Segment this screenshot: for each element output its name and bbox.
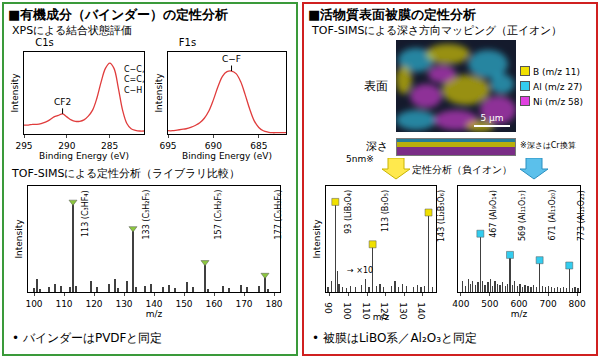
svg-text:113 (B₃O₅): 113 (B₃O₅) <box>381 190 390 232</box>
svg-text:170: 170 <box>235 299 252 309</box>
svg-text:690: 690 <box>205 141 222 151</box>
svg-text:Intensity: Intensity <box>312 219 322 259</box>
svg-text:93 (LiB₂O₄): 93 (LiB₂O₄) <box>344 190 353 234</box>
svg-text:695: 695 <box>159 141 176 151</box>
svg-text:180: 180 <box>265 299 282 309</box>
svg-text:100: 100 <box>342 302 352 319</box>
html-text:※深さはCr換算: ※深さはCr換算 <box>520 141 576 150</box>
svg-text:290: 290 <box>58 141 75 151</box>
svg-text:150: 150 <box>175 299 192 309</box>
svg-text:Binding Energy (eV): Binding Energy (eV) <box>39 151 129 161</box>
svg-text:600: 600 <box>510 299 527 309</box>
svg-text:Intensity: Intensity <box>10 73 20 113</box>
svg-text:569 (Al₁₁O₁₇): 569 (Al₁₁O₁₇) <box>518 190 527 241</box>
svg-text:177 (C₅H₃F₆): 177 (C₅H₃F₆) <box>274 190 283 240</box>
svg-text:295: 295 <box>15 141 32 151</box>
html-text:表面: 表面 <box>364 79 388 93</box>
svg-text:140: 140 <box>145 299 162 309</box>
svg-text:C−C,C=C,C−H: C−C,C=C,C−H <box>124 65 144 95</box>
svg-text:Binding Energy (eV): Binding Energy (eV) <box>182 151 272 161</box>
svg-text:160: 160 <box>205 299 222 309</box>
html-text:深さ: 深さ <box>366 140 388 153</box>
html-text:定性分析（負イオン）: 定性分析（負イオン） <box>412 164 512 175</box>
svg-text:157 (C₅H₂F₅): 157 (C₅H₂F₅) <box>214 190 223 240</box>
html-text:5nm※: 5nm※ <box>346 154 374 164</box>
svg-text:671 (Al₁₃O₂₀): 671 (Al₁₃O₂₀) <box>548 190 557 241</box>
html-text:TOF-SIMSによる深さ方向マッピング（正イオン）: TOF-SIMSによる深さ方向マッピング（正イオン） <box>312 24 563 37</box>
svg-text:140: 140 <box>416 302 426 319</box>
svg-text:773 (Al₁₅O₂₃): 773 (Al₁₅O₂₃) <box>577 190 586 241</box>
svg-text:Intensity: Intensity <box>14 219 24 259</box>
svg-text:685: 685 <box>250 141 267 151</box>
svg-text:100: 100 <box>25 299 42 309</box>
svg-text:110: 110 <box>361 302 371 319</box>
svg-text:C−F: C−F <box>222 54 241 64</box>
svg-text:m/z: m/z <box>373 312 390 322</box>
svg-text:Intensity: Intensity <box>154 73 164 113</box>
html-text:■活物質表面被膜の定性分析: ■活物質表面被膜の定性分析 <box>308 7 477 22</box>
svg-text:C1s: C1s <box>35 37 54 48</box>
svg-text:400: 400 <box>452 299 469 309</box>
svg-text:5 μm: 5 μm <box>480 113 503 123</box>
html-text:TOF-SIMSによる定性分析（ライブラリ比較）: TOF-SIMSによる定性分析（ライブラリ比較） <box>12 167 241 180</box>
svg-text:467 (Al₉O₁₄): 467 (Al₉O₁₄) <box>489 190 498 238</box>
svg-text:113 (C₃HF₄): 113 (C₃HF₄) <box>81 190 90 237</box>
svg-text:m/z: m/z <box>511 309 528 319</box>
html-text:■有機成分（バインダー）の定性分析: ■有機成分（バインダー）の定性分析 <box>8 7 229 22</box>
svg-text:m/z: m/z <box>146 309 163 319</box>
svg-text:120: 120 <box>379 302 389 319</box>
svg-text:CF2: CF2 <box>54 97 71 107</box>
html-text:Al (m/z 27): Al (m/z 27) <box>533 82 583 92</box>
svg-text:133 (C₃H₂F₅): 133 (C₃H₂F₅) <box>142 190 151 240</box>
svg-text:800: 800 <box>569 299 586 309</box>
svg-text:700: 700 <box>539 299 556 309</box>
svg-text:500: 500 <box>481 299 498 309</box>
svg-text:→ ×10: → ×10 <box>347 266 373 275</box>
html-text:XPSによる結合状態評価: XPSによる結合状態評価 <box>12 24 133 37</box>
html-text:B (m/z 11): B (m/z 11) <box>533 67 580 77</box>
svg-text:120: 120 <box>85 299 102 309</box>
html-text:• バインダーはPVDFと同定: • バインダーはPVDFと同定 <box>12 331 163 345</box>
html-text:Ni (m/z 58): Ni (m/z 58) <box>533 97 583 107</box>
svg-text:130: 130 <box>115 299 132 309</box>
svg-text:90: 90 <box>323 302 333 314</box>
svg-text:285: 285 <box>101 141 118 151</box>
svg-text:F1s: F1s <box>179 37 196 48</box>
svg-text:110: 110 <box>55 299 72 309</box>
svg-text:130: 130 <box>398 302 408 319</box>
html-text:• 被膜はLiBO系／Al₂O₃と同定: • 被膜はLiBO系／Al₂O₃と同定 <box>312 331 477 345</box>
svg-text:143 (Li₂B₃O₆): 143 (Li₂B₃O₆) <box>437 190 446 242</box>
